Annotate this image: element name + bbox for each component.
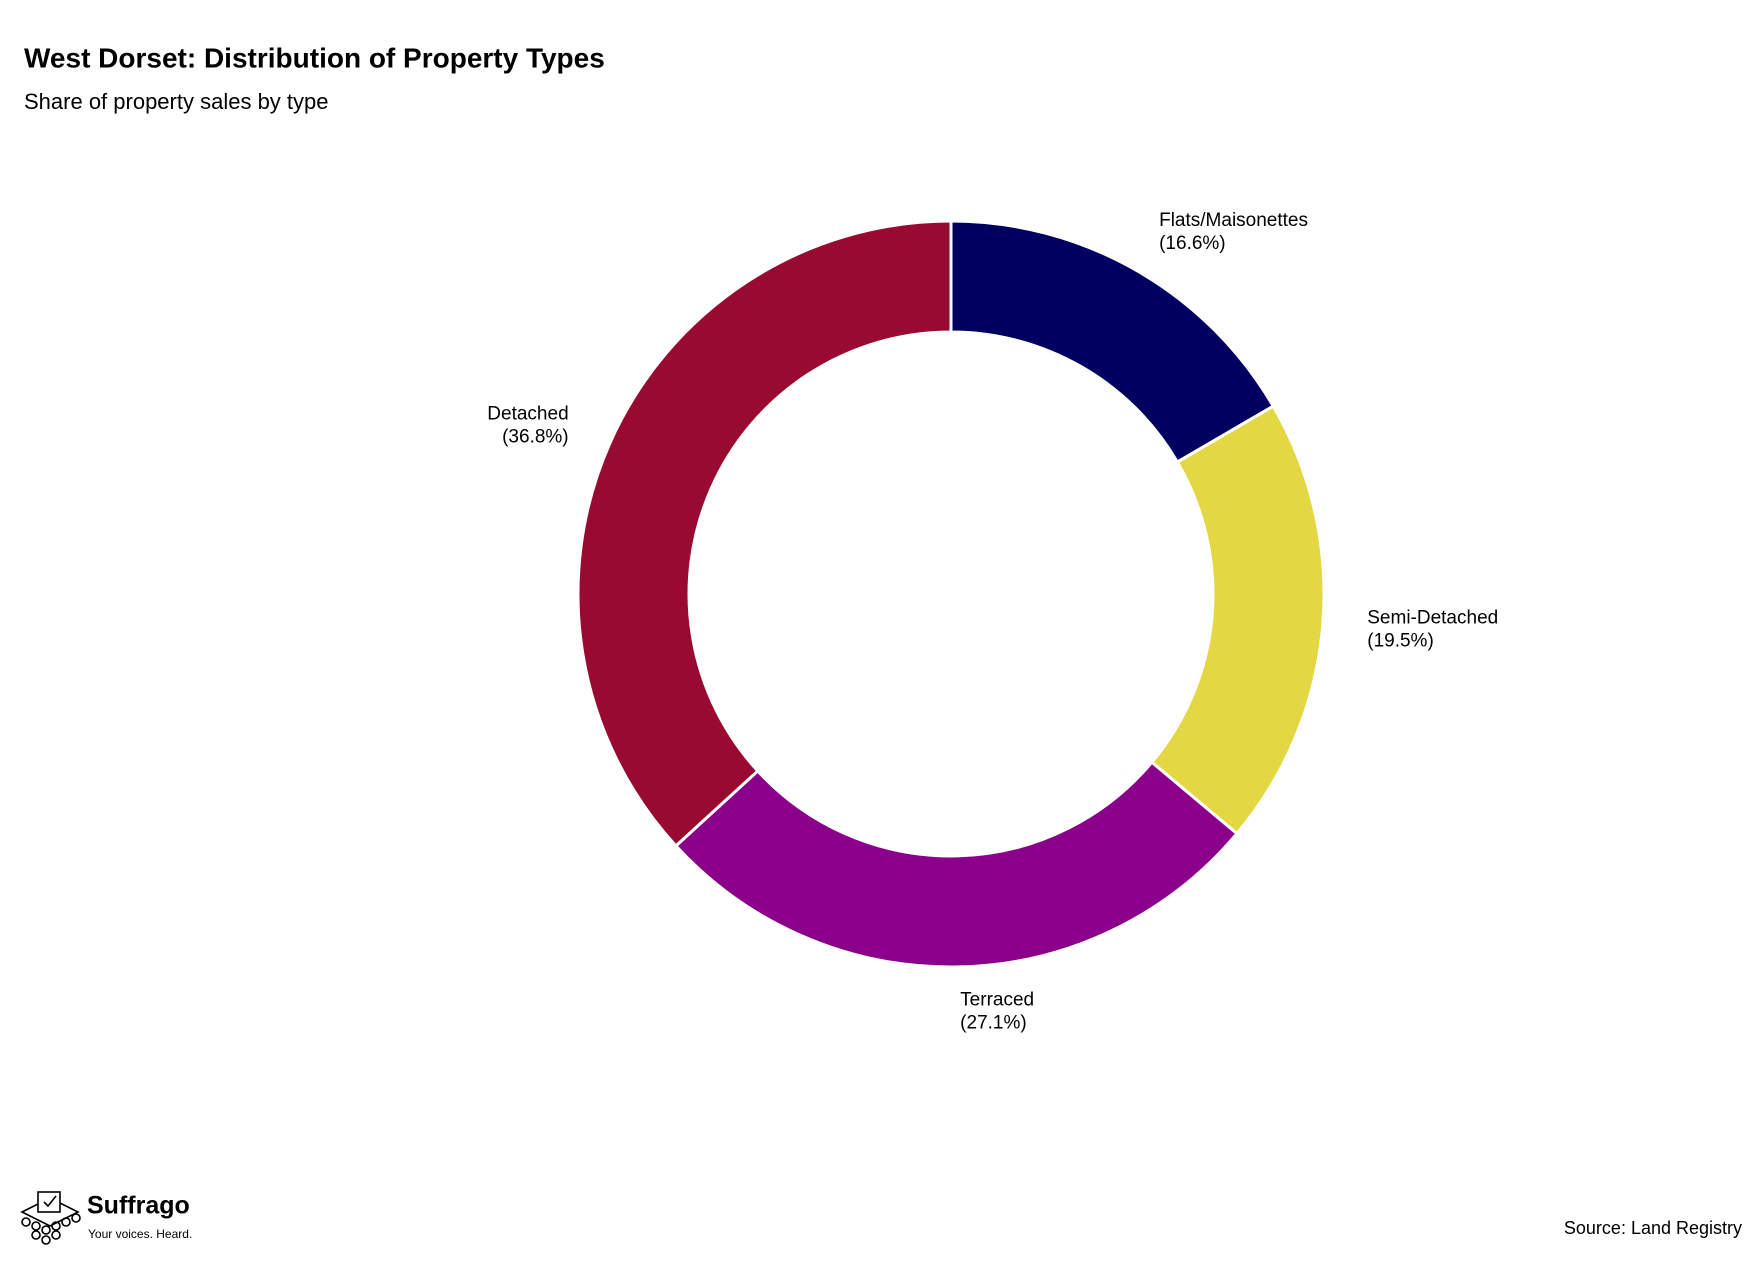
source-note: Source: Land Registry: [1564, 1218, 1742, 1238]
chart-subtitle: Share of property sales by type: [24, 89, 329, 114]
chart-title: West Dorset: Distribution of Property Ty…: [24, 42, 605, 73]
brand-name: Suffrago: [87, 1192, 190, 1220]
brand-tagline: Your voices. Heard.: [88, 1227, 192, 1241]
slice-label: Flats/Maisonettes: [1159, 210, 1308, 231]
slice-value-label: (19.5%): [1367, 630, 1434, 651]
donut-slice: [576, 219, 953, 849]
logo: [20, 1191, 81, 1245]
slice-label: Terraced: [960, 990, 1034, 1011]
slice-label: Detached: [487, 404, 568, 425]
slice-value-label: (16.6%): [1159, 233, 1226, 254]
slice-value-label: (27.1%): [960, 1013, 1027, 1034]
slice-value-label: (36.8%): [502, 427, 569, 448]
donut-slice: [673, 760, 1240, 969]
donut-slice: [1149, 404, 1326, 836]
donut-slice: [949, 219, 1276, 465]
slice-label: Semi-Detached: [1367, 607, 1498, 628]
